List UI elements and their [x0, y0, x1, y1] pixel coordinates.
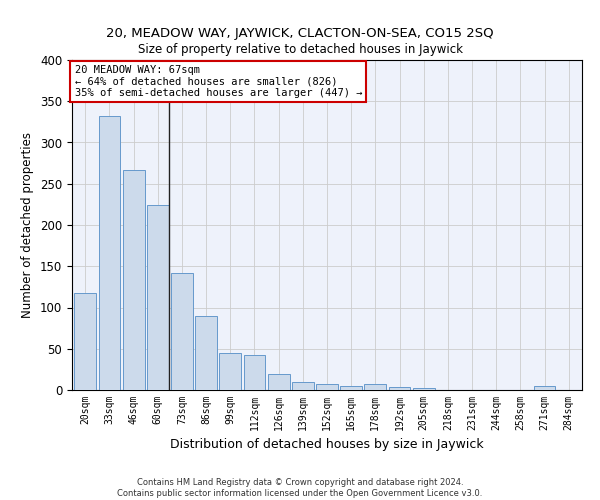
Bar — [123, 170, 145, 390]
Bar — [147, 205, 169, 390]
Bar — [340, 386, 362, 390]
Bar — [292, 382, 314, 390]
Y-axis label: Number of detached properties: Number of detached properties — [22, 132, 34, 318]
Text: 20, MEADOW WAY, JAYWICK, CLACTON-ON-SEA, CO15 2SQ: 20, MEADOW WAY, JAYWICK, CLACTON-ON-SEA,… — [106, 28, 494, 40]
Bar — [244, 356, 265, 390]
Bar — [220, 353, 241, 390]
Bar — [268, 374, 290, 390]
Bar — [389, 386, 410, 390]
Bar — [364, 384, 386, 390]
Bar — [316, 384, 338, 390]
Bar — [74, 294, 96, 390]
Bar — [533, 386, 556, 390]
Bar — [413, 388, 434, 390]
Bar — [195, 316, 217, 390]
Text: Contains HM Land Registry data © Crown copyright and database right 2024.
Contai: Contains HM Land Registry data © Crown c… — [118, 478, 482, 498]
X-axis label: Distribution of detached houses by size in Jaywick: Distribution of detached houses by size … — [170, 438, 484, 452]
Text: 20 MEADOW WAY: 67sqm
← 64% of detached houses are smaller (826)
35% of semi-deta: 20 MEADOW WAY: 67sqm ← 64% of detached h… — [74, 65, 362, 98]
Bar — [98, 116, 121, 390]
Bar — [171, 273, 193, 390]
Text: Size of property relative to detached houses in Jaywick: Size of property relative to detached ho… — [137, 42, 463, 56]
